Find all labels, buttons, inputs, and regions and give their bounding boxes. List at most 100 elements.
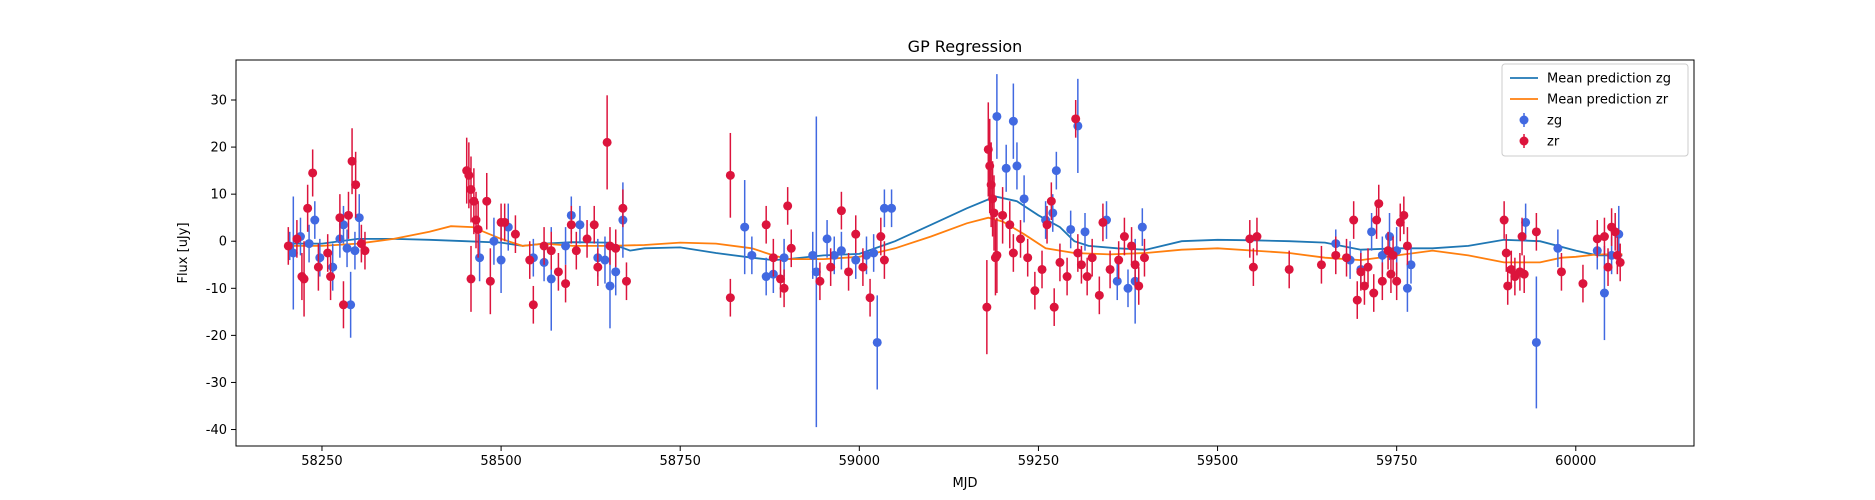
data-point — [602, 137, 612, 147]
data-point — [982, 302, 992, 312]
data-point — [1073, 248, 1083, 258]
data-point — [1372, 215, 1382, 225]
data-point — [1076, 260, 1086, 270]
data-point — [1082, 272, 1092, 282]
chart-title: GP Regression — [908, 37, 1023, 56]
data-point — [1066, 224, 1076, 234]
data-point — [1592, 234, 1602, 244]
legend-marker-swatch — [1519, 136, 1529, 146]
data-point — [310, 215, 320, 225]
data-point — [1023, 253, 1033, 263]
data-point — [1615, 257, 1625, 267]
data-point — [360, 246, 370, 256]
data-point — [1316, 260, 1326, 270]
data-point — [1395, 217, 1405, 227]
data-point — [1503, 281, 1513, 291]
data-point — [761, 220, 771, 230]
data-point — [582, 234, 592, 244]
data-point — [546, 274, 556, 284]
data-point — [618, 203, 628, 213]
legend-label: Mean prediction zg — [1547, 72, 1671, 87]
data-point — [858, 262, 868, 272]
data-point — [1352, 295, 1362, 305]
data-point — [1130, 260, 1140, 270]
data-point — [485, 276, 495, 286]
data-point — [1016, 234, 1026, 244]
data-point — [992, 250, 1002, 260]
data-point — [1599, 232, 1609, 242]
data-point — [776, 274, 786, 284]
legend-label: Mean prediction zr — [1547, 93, 1669, 108]
data-point — [1356, 267, 1366, 277]
data-point — [1048, 208, 1058, 218]
data-point — [786, 243, 796, 253]
data-point — [1080, 227, 1090, 237]
data-point — [1402, 283, 1412, 293]
data-point — [1359, 281, 1369, 291]
data-point — [482, 196, 492, 206]
x-tick-label: 58500 — [480, 454, 521, 469]
data-point — [354, 213, 364, 223]
data-point — [351, 180, 361, 190]
data-point — [1603, 262, 1613, 272]
data-point — [1517, 232, 1527, 242]
data-point — [1342, 253, 1352, 263]
data-point — [466, 274, 476, 284]
data-point — [343, 210, 353, 220]
data-point — [546, 246, 556, 256]
data-point — [1008, 116, 1018, 126]
data-point — [338, 300, 348, 310]
data-point — [464, 170, 474, 180]
data-point — [876, 232, 886, 242]
legend-label: zr — [1547, 135, 1560, 150]
data-point — [1137, 222, 1147, 232]
data-point — [836, 246, 846, 256]
data-point — [761, 272, 771, 282]
x-tick-label: 60000 — [1555, 454, 1596, 469]
data-point — [1369, 288, 1379, 298]
y-tick-label: -30 — [206, 376, 227, 391]
data-point — [1501, 248, 1511, 258]
data-point — [829, 250, 839, 260]
data-point — [879, 255, 889, 265]
y-tick-label: -20 — [206, 329, 227, 344]
data-point — [283, 241, 293, 251]
x-tick-label: 58750 — [660, 454, 701, 469]
data-point — [326, 272, 336, 282]
data-point — [1112, 276, 1122, 286]
x-axis-label: MJD — [952, 476, 977, 491]
data-point — [1531, 227, 1541, 237]
legend: Mean prediction zg Mean prediction zr zg zr — [1501, 63, 1689, 157]
data-point — [292, 234, 302, 244]
data-point — [1406, 260, 1416, 270]
data-point — [553, 267, 563, 277]
data-point — [815, 276, 825, 286]
data-point — [1388, 250, 1398, 260]
data-point — [600, 255, 610, 265]
data-point — [469, 196, 479, 206]
data-point — [1349, 215, 1359, 225]
data-point — [988, 194, 998, 204]
data-point — [1094, 290, 1104, 300]
data-point — [844, 267, 854, 277]
data-point — [308, 168, 318, 178]
data-point — [779, 283, 789, 293]
data-point — [1556, 267, 1566, 277]
data-point — [1139, 253, 1149, 263]
data-point — [525, 255, 535, 265]
y-tick-label: 30 — [210, 94, 227, 109]
data-point — [611, 267, 621, 277]
data-point — [1087, 253, 1097, 263]
y-tick-label: 10 — [210, 188, 227, 203]
legend-marker-swatch — [1519, 115, 1529, 125]
data-point — [1051, 166, 1061, 176]
data-point — [1008, 248, 1018, 258]
data-point — [998, 210, 1008, 220]
data-point — [1001, 163, 1011, 173]
data-point — [872, 337, 882, 347]
data-point — [1042, 220, 1052, 230]
legend-label: zg — [1547, 114, 1562, 129]
data-point — [1005, 220, 1015, 230]
data-point — [575, 220, 585, 230]
series-zr — [283, 95, 1625, 355]
